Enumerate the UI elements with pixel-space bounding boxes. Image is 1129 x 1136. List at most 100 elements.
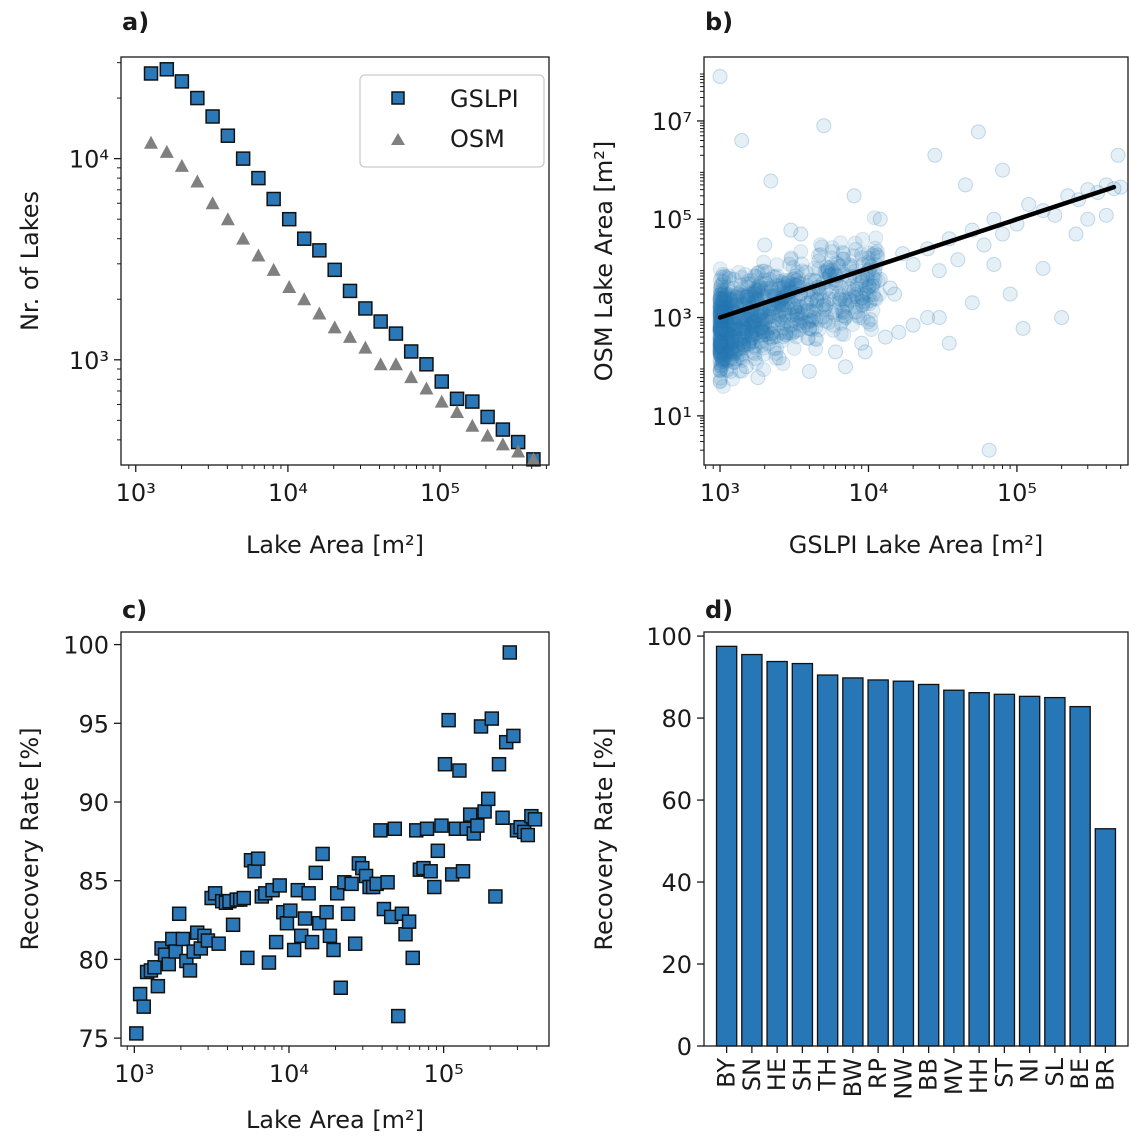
legend: GSLPI OSM (359, 74, 545, 168)
recovery-point (423, 864, 438, 879)
scatter-point (714, 291, 730, 307)
scatter-point (731, 264, 747, 280)
recovery-point (301, 886, 316, 901)
scatter-point (733, 284, 749, 300)
scatter-point (762, 314, 778, 330)
scatter-point (866, 210, 882, 226)
scatter-point (728, 327, 744, 343)
scatter-point (731, 331, 747, 347)
scatter-point (786, 299, 802, 315)
scatter-point (734, 350, 750, 366)
scatter-point (715, 282, 731, 298)
x-tick-label: 10⁴ (848, 479, 888, 507)
scatter-point (719, 326, 735, 342)
scatter-point (712, 324, 728, 340)
scatter-point (760, 336, 776, 352)
scatter-point (722, 292, 738, 308)
scatter-point (760, 309, 776, 325)
gslpi-point (143, 66, 159, 81)
osm-point (465, 418, 480, 432)
recovery-point (333, 980, 348, 996)
bar-sn (741, 653, 763, 1047)
scatter-point (867, 240, 883, 256)
scatter-point (712, 282, 728, 298)
scatter-point (849, 277, 865, 293)
scatter-point (833, 279, 849, 295)
scatter-point (747, 346, 763, 362)
scatter-point (776, 301, 792, 317)
scatter-point (723, 336, 739, 352)
panel-a: 10³ 10⁴ 10³ 10⁴ 10⁵ Lake Area [m²] Nr. of Lake… (16, 56, 550, 559)
scatter-point (867, 245, 883, 261)
scatter-point (738, 324, 754, 340)
recovery-point (373, 823, 388, 838)
recovery-point (150, 978, 166, 994)
scatter-point (713, 286, 729, 302)
scatter-point (755, 283, 771, 299)
scatter-point (719, 331, 735, 347)
scatter-point (811, 322, 827, 338)
recovery-point (398, 926, 413, 942)
scatter-point (735, 336, 751, 352)
scatter-point (726, 328, 742, 344)
scatter-point (712, 321, 728, 337)
scatter-point (793, 313, 809, 329)
recovery-point (272, 878, 287, 893)
scatter-point (868, 291, 884, 307)
scatter-point (753, 321, 769, 337)
scatter-point (721, 334, 737, 350)
scatter-point (746, 338, 762, 354)
scatter-point (837, 359, 853, 375)
scatter-point (813, 237, 829, 253)
panel-label-c: c) (122, 596, 147, 624)
scatter-point (757, 272, 773, 288)
bar-th (816, 674, 839, 1047)
scatter-point (768, 350, 784, 366)
scatter-point (712, 338, 728, 354)
category-label-br: BR (1091, 1058, 1119, 1091)
gslpi-point (480, 409, 495, 425)
panel-label-b: b) (705, 8, 733, 36)
scatter-point (803, 309, 819, 325)
y-axis-label: Recovery Rate [%] (16, 727, 44, 950)
scatter-point (726, 354, 742, 370)
scatter-point (732, 313, 748, 329)
scatter-point (719, 336, 735, 352)
scatter-point (750, 265, 766, 281)
scatter-point (729, 322, 745, 338)
scatter-point (716, 268, 732, 284)
scatter-point (719, 296, 735, 312)
scatter-point (791, 270, 807, 286)
y-tick-label: 80 (78, 946, 109, 974)
y-axis-label: Recovery Rate [%] (590, 727, 618, 950)
scatter-point (905, 257, 921, 273)
scatter-point (787, 301, 803, 317)
scatter-point (713, 283, 729, 299)
osm-point (312, 306, 327, 320)
scatter-point (816, 292, 832, 308)
recovery-point (147, 960, 162, 975)
scatter-point (714, 293, 730, 309)
scatter-point (733, 340, 749, 356)
scatter-point (842, 257, 858, 273)
scatter-point (744, 327, 760, 343)
scatter-point (744, 323, 760, 339)
scatter-point (867, 290, 883, 306)
scatter-point (785, 313, 801, 329)
scatter-point (783, 250, 799, 266)
y-tick-label: 10⁴ (69, 146, 109, 174)
scatter-point (846, 283, 862, 299)
scatter-point (772, 325, 788, 341)
scatter-point (752, 321, 768, 337)
x-axis-label: GSLPI Lake Area [m²] (789, 531, 1043, 559)
scatter-point (734, 133, 750, 149)
scatter-point (818, 299, 834, 315)
scatter-point (756, 323, 772, 339)
scatter-point (835, 251, 851, 267)
scatter-point (728, 344, 744, 360)
scatter-point (777, 307, 793, 323)
scatter-point (713, 335, 729, 351)
scatter-point (798, 264, 814, 280)
scatter-point (743, 318, 759, 334)
